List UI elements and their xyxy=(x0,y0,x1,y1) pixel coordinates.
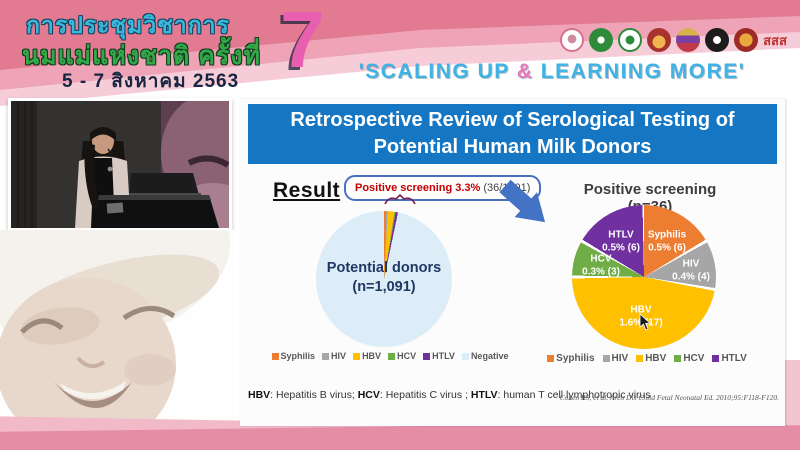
syphilis-swatch-icon xyxy=(271,352,279,360)
hbv-swatch-icon xyxy=(636,355,644,362)
baby-smile xyxy=(54,382,132,408)
baby-background-image xyxy=(0,175,234,450)
royal-college-crest-logo-icon xyxy=(676,28,700,52)
legend-item-hiv: HIV xyxy=(322,351,346,361)
university-seal-logo-icon xyxy=(705,28,729,52)
mother-and-child-foundation-logo-icon xyxy=(560,28,584,52)
hiv-swatch-icon xyxy=(602,355,610,362)
legend-item-htlv: HTLV xyxy=(423,351,455,361)
htlv-swatch-icon xyxy=(712,355,720,362)
right-edge-pink-strip xyxy=(784,360,800,430)
mouse-cursor-icon xyxy=(639,313,651,331)
legend-label: Negative xyxy=(470,351,509,361)
red-society-seal-logo-icon xyxy=(734,28,758,52)
slice-label-hcv: HCV 0.3% (3) xyxy=(582,254,620,279)
legend-item-syphilis: Syphilis xyxy=(271,351,316,361)
event-title-line1: การประชุมวิชาการ xyxy=(26,12,230,38)
hbv-swatch-icon xyxy=(353,352,361,360)
footnote-desc: : human T cell lymphotropic virus xyxy=(497,389,651,401)
legend-item-hbv: HBV xyxy=(636,353,666,364)
footnote-desc: : Hepatitis B virus; xyxy=(270,389,358,401)
baby-right-eye xyxy=(122,306,176,321)
slice-name: HTLV xyxy=(608,229,634,241)
legend-item-hcv: HCV xyxy=(388,351,416,361)
legend-label: Syphilis xyxy=(556,353,595,364)
medical-department-logo-icon xyxy=(618,28,642,52)
legend-label: HCV xyxy=(397,351,417,361)
footnote-abbr: HBV xyxy=(248,389,271,401)
legend-item-negative: Negative xyxy=(461,351,509,361)
slice-label-hiv: HIV 0.4% (4) xyxy=(672,259,710,284)
legend-label: HCV xyxy=(683,353,705,364)
reference-citation: Cohen RS, et al. Arch Dis Child Fetal Ne… xyxy=(559,393,779,402)
slice-label-syphilis: Syphilis 0.5% (6) xyxy=(648,230,686,255)
negative-swatch-icon xyxy=(461,352,469,360)
podium xyxy=(95,195,219,228)
footnote-abbr: HTLV xyxy=(470,389,498,401)
edition-number: 7 xyxy=(280,0,325,84)
legend-item-syphilis: Syphilis xyxy=(547,353,595,364)
hiv-swatch-icon xyxy=(322,352,330,360)
hcv-swatch-icon xyxy=(388,352,396,360)
thai-health-promotion-logo-icon: สสส xyxy=(763,32,787,48)
htlv-swatch-icon xyxy=(423,352,431,360)
slogan-open: 'SCALING UP xyxy=(358,60,517,83)
legend-label: HTLV xyxy=(432,351,455,361)
legend-label: HBV xyxy=(645,353,667,364)
slice-name: Syphilis xyxy=(647,229,687,241)
callout-highlight: Positive screening 3.3% xyxy=(355,182,481,194)
presentation-slide: Retrospective Review of Serological Test… xyxy=(240,99,785,426)
legend-label: HIV xyxy=(331,351,347,361)
legend-item-hiv: HIV xyxy=(602,353,629,364)
baby-left-eye xyxy=(20,318,64,334)
syphilis-swatch-icon xyxy=(547,355,555,362)
temple-emblem-logo-icon xyxy=(647,28,671,52)
right-pie-legend: Syphilis HIV HBV HCV HTLV xyxy=(547,353,747,364)
result-heading: Result xyxy=(273,179,341,202)
slice-value: 0.5% (6) xyxy=(602,242,640,253)
event-dates: 5 - 7 สิงหาคม 2563 xyxy=(62,71,240,92)
laptop-icon xyxy=(129,173,199,195)
legend-label: HBV xyxy=(362,351,382,361)
slice-value: 0.3% (3) xyxy=(582,266,620,277)
slice-name: HBV xyxy=(630,304,652,316)
legend-label: HIV xyxy=(611,353,629,364)
ministry-of-public-health-logo-icon xyxy=(589,28,613,52)
footnote-desc: : Hepatitis C virus ; xyxy=(379,389,471,401)
sponsor-logo-row: สสส xyxy=(560,26,798,54)
speaker-scene xyxy=(11,95,255,243)
abbreviation-footnote: HBV: Hepatitis B virus; HCV: Hepatitis C… xyxy=(248,389,651,401)
potential-donors-label: Potential donors (n=1,091) xyxy=(316,259,452,297)
left-pie-legend: Syphilis HIV HBV HCV HTLV Negative xyxy=(270,351,510,361)
legend-label: Syphilis xyxy=(280,351,316,361)
slice-name: HIV xyxy=(682,258,700,270)
callout-brace-icon xyxy=(384,194,416,205)
potential-donors-pie-chart xyxy=(316,211,452,347)
slice-value: 0.5% (6) xyxy=(648,242,686,253)
legend-item-hcv: HCV xyxy=(674,353,704,364)
event-title-line2: นมแม่แห่งชาติ ครั้งที่ xyxy=(22,42,261,70)
slice-name: HCV xyxy=(590,253,612,265)
potential-donors-label-line2: (n=1,091) xyxy=(352,278,416,295)
potential-donors-label-line1: Potential donors xyxy=(326,260,442,276)
legend-label: HTLV xyxy=(721,353,747,364)
legend-item-htlv: HTLV xyxy=(712,353,747,364)
slogan-ampersand: & xyxy=(516,60,534,83)
slide-title: Retrospective Review of Serological Test… xyxy=(248,104,777,164)
slice-label-htlv: HTLV 0.5% (6) xyxy=(602,230,640,255)
event-slogan: 'SCALING UP & LEARNING MORE' xyxy=(308,60,796,84)
footnote-abbr: HCV xyxy=(357,389,380,401)
slogan-close: LEARNING MORE' xyxy=(533,60,746,83)
speaker-video-feed xyxy=(8,95,255,243)
legend-item-hbv: HBV xyxy=(353,351,381,361)
slice-value: 0.4% (4) xyxy=(672,271,710,282)
hcv-swatch-icon xyxy=(674,355,682,362)
